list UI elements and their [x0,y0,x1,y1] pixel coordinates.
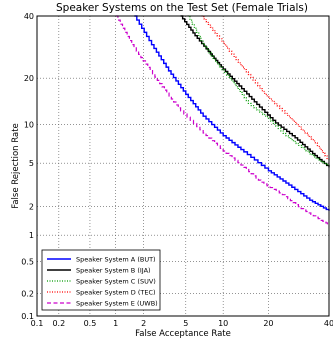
y-tick-label: 20 [24,74,34,83]
y-tick-label: 40 [24,12,34,21]
series-line-1 [134,15,330,211]
y-tick-label: 0.1 [21,312,34,321]
x-tick-label: 2 [141,319,146,328]
y-tick-label: 0.5 [21,258,34,267]
plot-frame [36,15,330,317]
series-layer [115,15,330,225]
x-tick-label: 10 [218,319,228,328]
x-tick-label: 1 [113,319,118,328]
x-tick-label: 5 [183,319,188,328]
legend-label: Speaker System A (BUT) [76,255,156,263]
y-tick-label: 2 [29,202,34,211]
legend-label: Speaker System E (UWB) [76,299,158,307]
y-tick-label: 1 [29,231,34,240]
legend-label: Speaker System C (SUV) [76,277,156,285]
x-tick-label: 0.2 [52,319,65,328]
series-line-5 [115,15,330,225]
x-tick-label: 0.5 [84,319,97,328]
x-axis-label: False Acceptance Rate [135,329,231,339]
y-tick-label: 0.2 [21,290,34,299]
series-line-4 [201,15,330,162]
legend: Speaker System A (BUT) Speaker System B (… [41,249,161,311]
legend-label: Speaker System B (IJA) [76,266,151,274]
series-line-3 [187,15,330,167]
y-axis-label: False Rejection Rate [11,123,21,209]
y-tick-label: 5 [29,159,34,168]
x-tick-label: 0.1 [31,319,44,328]
x-tick-label: 20 [263,319,273,328]
chart-title: Speaker Systems on the Test Set (Female … [56,2,308,14]
y-tick-label: 10 [24,121,34,130]
x-tick-label: 40 [324,319,333,328]
legend-label: Speaker System D (TEC) [76,288,156,296]
legend-box [41,249,161,311]
tick-labels: 0.1 0.2 0.5 1 2 5 10 20 40 0.1 0.2 0.5 1 2 5 10 20 40 [21,12,333,328]
series-line-2 [180,15,330,168]
